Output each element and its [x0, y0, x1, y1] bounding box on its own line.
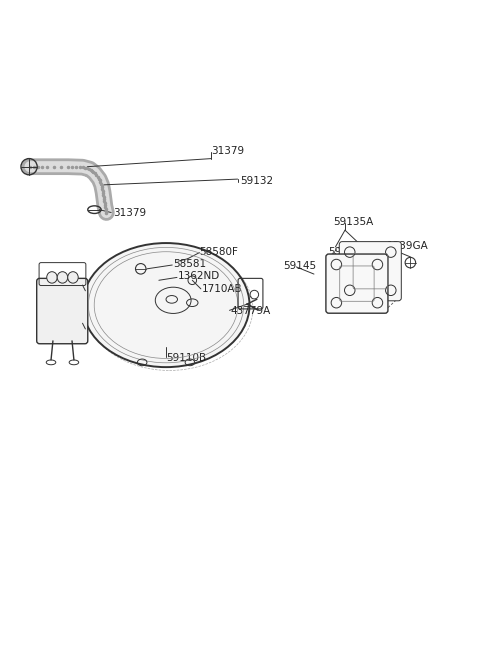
- FancyBboxPatch shape: [339, 241, 401, 301]
- Text: 31379: 31379: [211, 146, 244, 156]
- Text: 1362ND: 1362ND: [178, 272, 220, 281]
- FancyBboxPatch shape: [36, 278, 88, 344]
- Text: 1339GA: 1339GA: [387, 241, 429, 251]
- Text: 59145: 59145: [362, 270, 395, 281]
- Ellipse shape: [47, 272, 57, 283]
- Text: 59135C: 59135C: [328, 247, 369, 256]
- Text: 59132: 59132: [240, 176, 273, 186]
- Ellipse shape: [83, 243, 250, 367]
- Text: 1710AB: 1710AB: [202, 284, 242, 294]
- Text: 43779A: 43779A: [230, 306, 271, 316]
- Text: 59135A: 59135A: [333, 217, 373, 227]
- Text: 59145: 59145: [283, 261, 316, 271]
- Text: 59110B: 59110B: [166, 352, 206, 363]
- FancyBboxPatch shape: [326, 254, 388, 313]
- Text: 58581: 58581: [173, 259, 206, 269]
- Text: 31379: 31379: [114, 207, 147, 218]
- Ellipse shape: [68, 272, 78, 283]
- Ellipse shape: [57, 272, 68, 283]
- Text: 58580F: 58580F: [199, 247, 238, 256]
